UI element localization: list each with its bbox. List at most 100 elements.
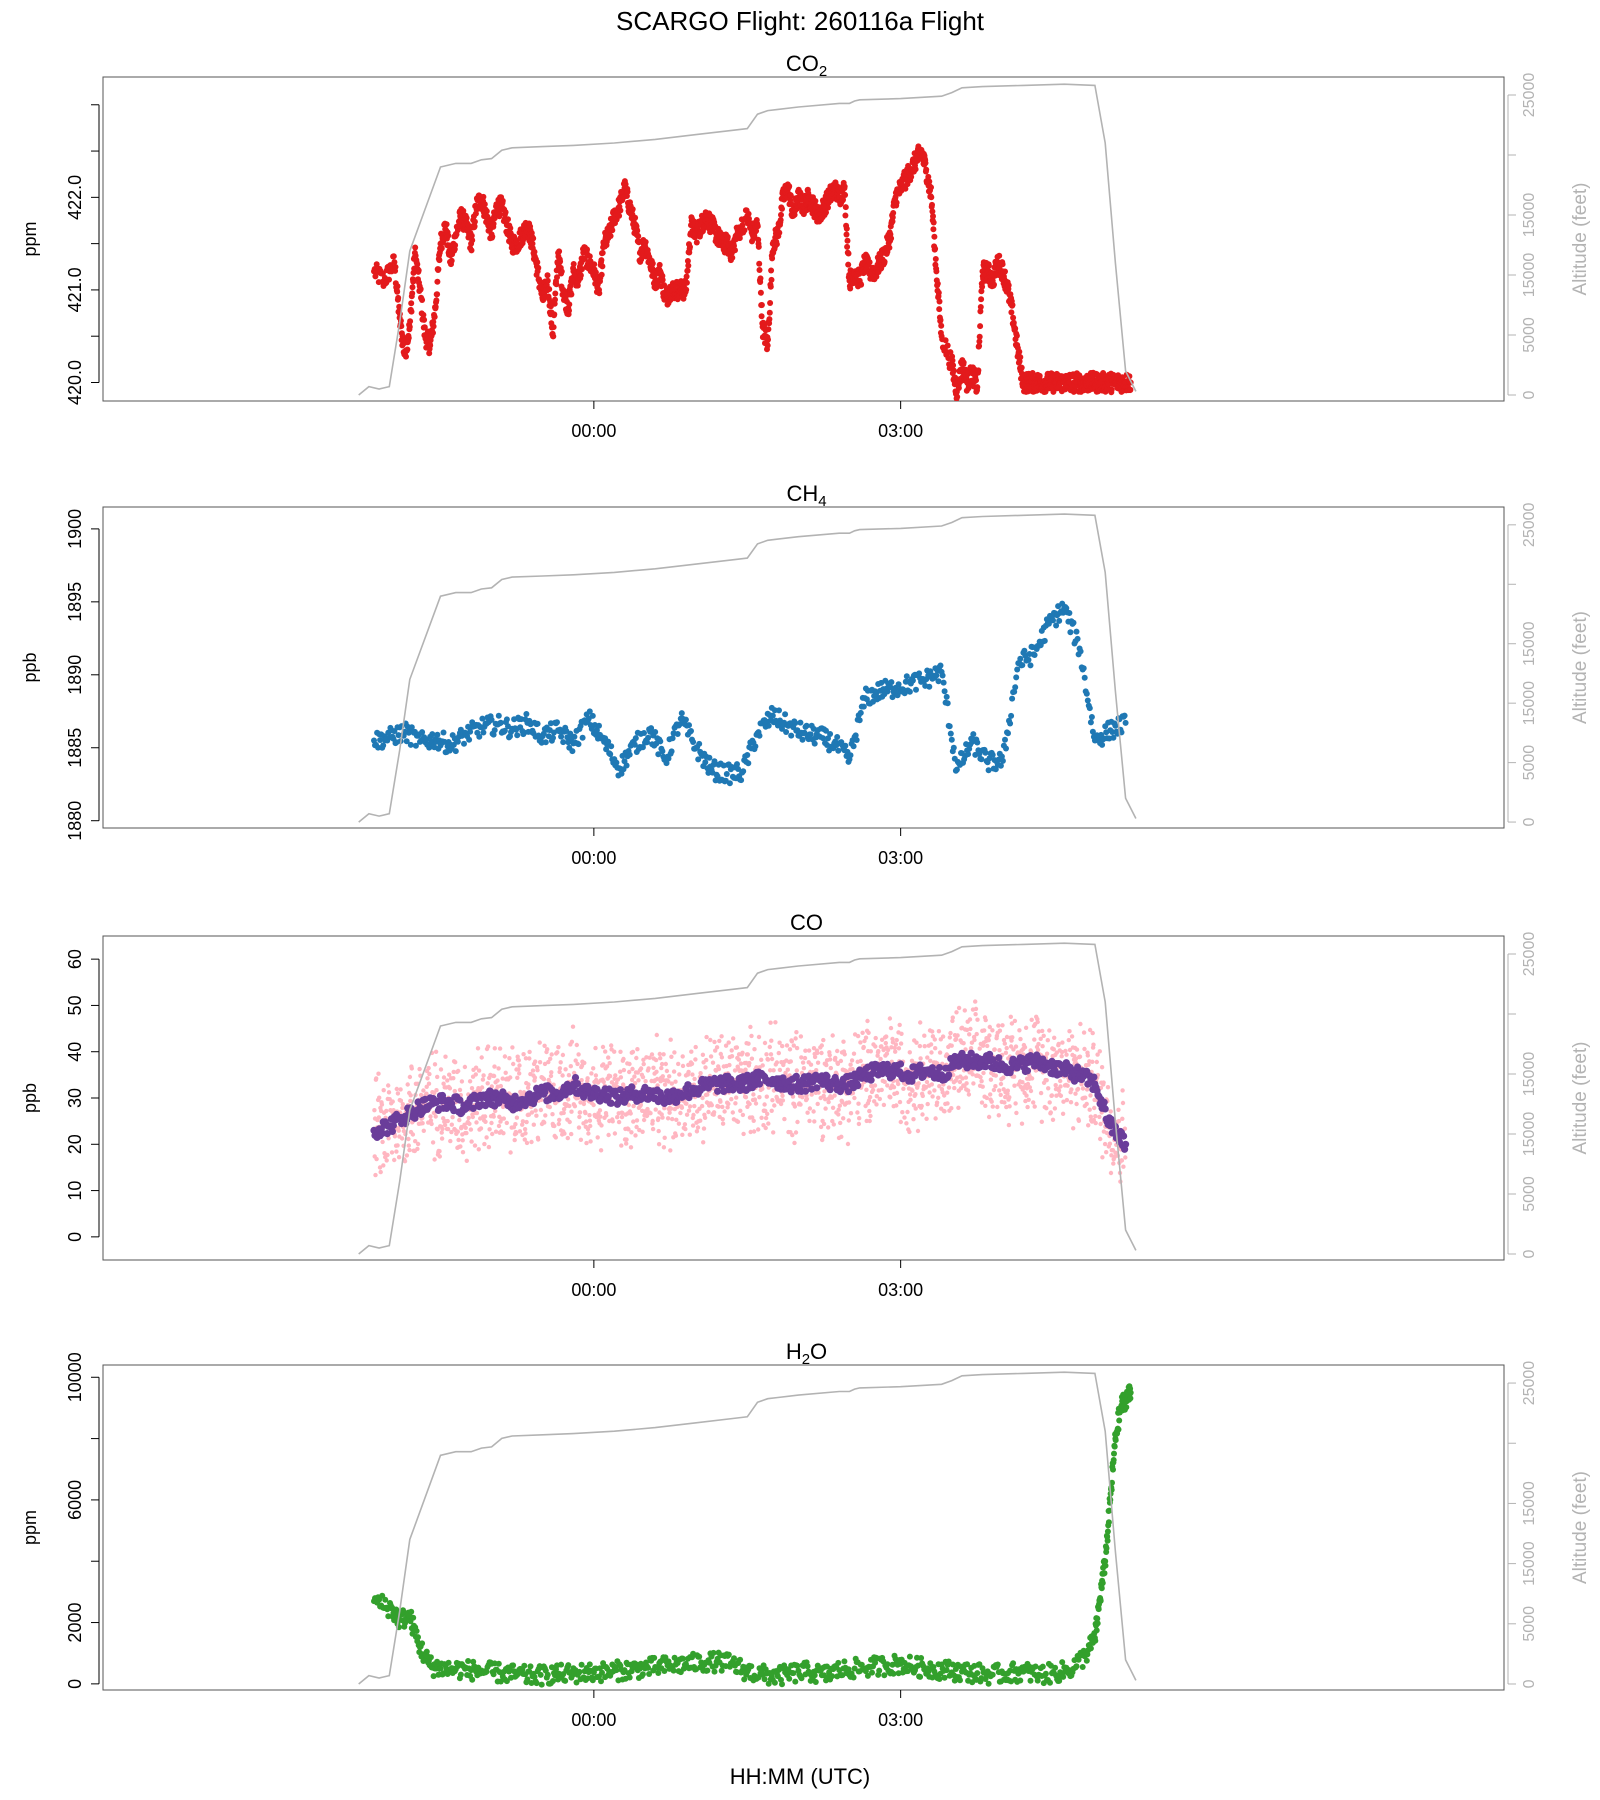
- data-point: [950, 744, 957, 751]
- data-point: [1036, 1029, 1042, 1034]
- data-point: [693, 239, 700, 246]
- data-point: [695, 1125, 701, 1130]
- data-point: [648, 1111, 653, 1116]
- data-point: [569, 1109, 574, 1114]
- data-point: [643, 1079, 648, 1084]
- data-point: [654, 1032, 659, 1038]
- data-point: [634, 1124, 639, 1130]
- data-point: [855, 1110, 860, 1115]
- data-point: [490, 1131, 495, 1137]
- data-point: [744, 752, 751, 758]
- data-point: [857, 1116, 862, 1121]
- data-point: [1023, 1098, 1028, 1104]
- data-point: [644, 1113, 650, 1118]
- data-point: [443, 221, 450, 228]
- y-tick-label: 1900: [65, 509, 85, 549]
- data-point: [801, 1066, 807, 1071]
- data-point: [803, 722, 810, 729]
- data-point: [835, 747, 842, 754]
- data-point: [459, 1079, 465, 1084]
- data-point: [820, 1137, 825, 1143]
- data-point: [1098, 1136, 1103, 1142]
- data-point: [392, 1134, 398, 1139]
- data-point: [415, 1146, 420, 1152]
- data-point: [966, 1092, 972, 1097]
- y-tick-label: 1880: [65, 801, 85, 841]
- data-point: [1050, 617, 1056, 624]
- y2-tick-label: 5000: [1521, 745, 1538, 781]
- data-point: [821, 1121, 827, 1127]
- y-tick-label: 420.0: [65, 360, 85, 405]
- data-point: [581, 255, 588, 262]
- series-co2: [371, 143, 1134, 401]
- data-point: [917, 1043, 923, 1049]
- data-point: [684, 258, 691, 264]
- data-point: [1059, 1049, 1065, 1055]
- data-point: [465, 221, 472, 228]
- data-point: [639, 744, 646, 751]
- panel-title-main: CO: [790, 910, 823, 935]
- data-point: [872, 1083, 878, 1088]
- data-point: [482, 1114, 488, 1119]
- data-point: [558, 1060, 563, 1065]
- data-point: [589, 1071, 594, 1076]
- data-point: [489, 233, 496, 240]
- data-point: [526, 1082, 531, 1087]
- data-point: [956, 1005, 962, 1011]
- data-point: [616, 212, 623, 219]
- data-point: [541, 1076, 547, 1082]
- data-point: [945, 1101, 950, 1106]
- data-point: [1027, 1085, 1033, 1090]
- data-point: [641, 1057, 646, 1063]
- data-point: [690, 1123, 696, 1128]
- panel-title-main: CO: [786, 51, 819, 76]
- data-point: [630, 1066, 635, 1072]
- data-point: [811, 740, 818, 747]
- data-point: [607, 751, 614, 758]
- data-point: [930, 226, 937, 233]
- data-point: [560, 1073, 565, 1078]
- data-point: [868, 1049, 873, 1054]
- data-point: [583, 1110, 588, 1116]
- data-point: [870, 1087, 876, 1093]
- figure-title: SCARGO Flight: 260116a Flight: [616, 6, 985, 36]
- data-point: [680, 1054, 685, 1059]
- data-point: [1078, 1021, 1083, 1027]
- data-point: [790, 1094, 796, 1099]
- data-point: [759, 1057, 764, 1063]
- data-point: [469, 237, 476, 244]
- data-point: [435, 266, 442, 273]
- data-point: [780, 1043, 785, 1049]
- data-point: [798, 1034, 804, 1039]
- data-point: [570, 261, 577, 267]
- data-point: [607, 1074, 613, 1079]
- data-point: [747, 1060, 752, 1066]
- data-point: [711, 1110, 717, 1115]
- data-point: [409, 1066, 414, 1071]
- data-point: [381, 1088, 386, 1093]
- data-point: [1066, 1037, 1072, 1043]
- data-point: [753, 227, 760, 234]
- data-point: [535, 264, 542, 271]
- data-point: [683, 273, 690, 280]
- data-point: [950, 367, 957, 374]
- data-point: [964, 1027, 970, 1033]
- data-point: [788, 1059, 793, 1064]
- data-point: [1075, 1086, 1081, 1092]
- data-point: [604, 1064, 610, 1069]
- data-point: [850, 1066, 855, 1072]
- y2-tick-label: 25000: [1521, 502, 1538, 547]
- data-point: [792, 720, 799, 726]
- data-point: [583, 1119, 589, 1124]
- data-point: [764, 1094, 769, 1099]
- data-point: [549, 1070, 554, 1075]
- data-point: [1003, 745, 1009, 752]
- data-point: [1035, 1047, 1041, 1053]
- data-point: [640, 1129, 645, 1135]
- data-point: [867, 1108, 872, 1114]
- data-point: [684, 1112, 690, 1117]
- data-point: [413, 1139, 418, 1144]
- data-point: [955, 1033, 960, 1038]
- data-point: [469, 1086, 475, 1091]
- data-point: [843, 225, 850, 232]
